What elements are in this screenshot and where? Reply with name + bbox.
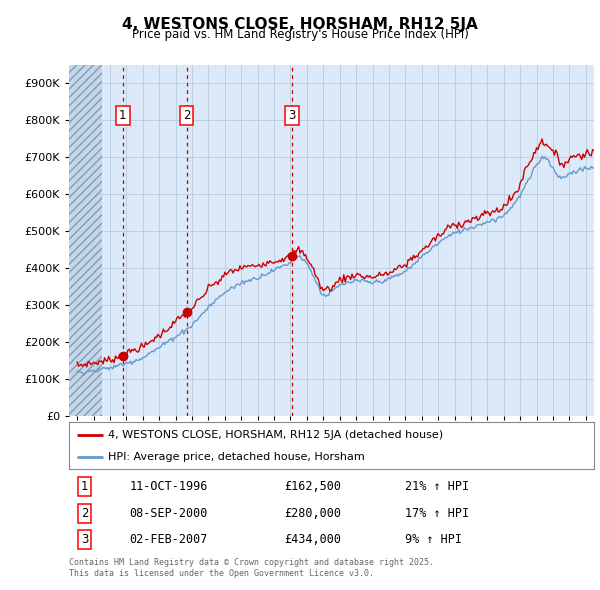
Text: 11-OCT-1996: 11-OCT-1996	[130, 480, 208, 493]
Text: 17% ↑ HPI: 17% ↑ HPI	[405, 507, 469, 520]
Text: 4, WESTONS CLOSE, HORSHAM, RH12 5JA: 4, WESTONS CLOSE, HORSHAM, RH12 5JA	[122, 17, 478, 31]
Text: 08-SEP-2000: 08-SEP-2000	[130, 507, 208, 520]
Text: 1: 1	[119, 109, 127, 122]
Text: 02-FEB-2007: 02-FEB-2007	[130, 533, 208, 546]
Bar	[69, 65, 102, 416]
Text: Price paid vs. HM Land Registry's House Price Index (HPI): Price paid vs. HM Land Registry's House …	[131, 28, 469, 41]
Text: 2: 2	[81, 507, 89, 520]
Text: HPI: Average price, detached house, Horsham: HPI: Average price, detached house, Hors…	[109, 453, 365, 462]
Text: £162,500: £162,500	[284, 480, 341, 493]
Text: £434,000: £434,000	[284, 533, 341, 546]
Text: 21% ↑ HPI: 21% ↑ HPI	[405, 480, 469, 493]
Text: 4, WESTONS CLOSE, HORSHAM, RH12 5JA (detached house): 4, WESTONS CLOSE, HORSHAM, RH12 5JA (det…	[109, 430, 443, 440]
Text: 3: 3	[288, 109, 296, 122]
Text: This data is licensed under the Open Government Licence v3.0.: This data is licensed under the Open Gov…	[69, 569, 374, 578]
Text: £280,000: £280,000	[284, 507, 341, 520]
Text: Contains HM Land Registry data © Crown copyright and database right 2025.: Contains HM Land Registry data © Crown c…	[69, 558, 434, 566]
Text: 2: 2	[183, 109, 191, 122]
Text: 1: 1	[81, 480, 89, 493]
Text: 3: 3	[81, 533, 88, 546]
Text: 9% ↑ HPI: 9% ↑ HPI	[405, 533, 462, 546]
